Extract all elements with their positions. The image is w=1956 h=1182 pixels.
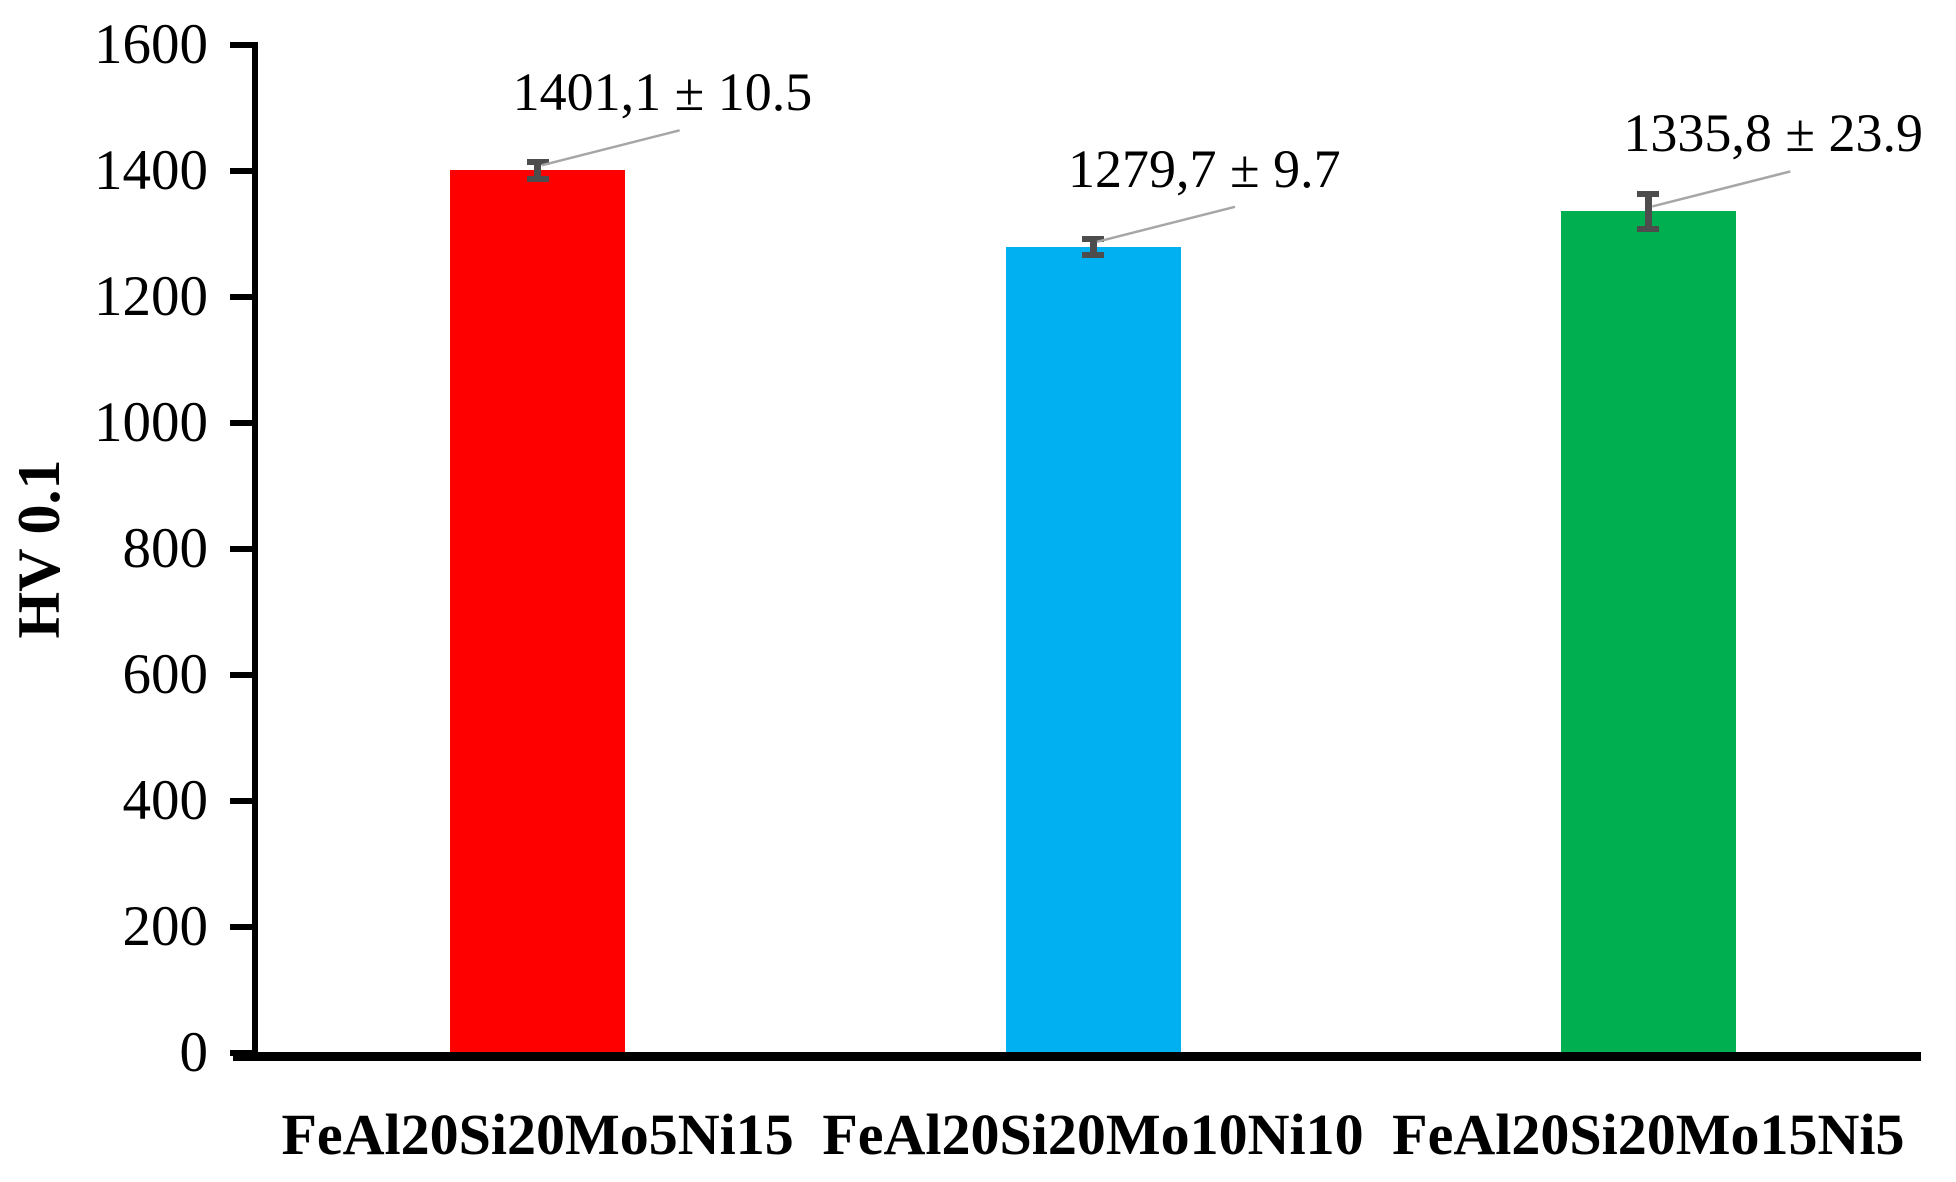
- leader-line-2: [1652, 170, 1791, 208]
- category-label-0: FeAl20Si20Mo5Ni15: [281, 1102, 794, 1167]
- error-bar-2-cap-bottom: [1637, 225, 1660, 232]
- y-tick-label-4: 800: [122, 517, 209, 580]
- y-axis-tick-5: [230, 420, 258, 426]
- y-axis-title: HV 0.1: [6, 459, 72, 639]
- y-axis-tick-8: [230, 42, 258, 48]
- bar-0: [450, 170, 626, 1053]
- error-bar-2-stem: [1644, 196, 1652, 227]
- category-label-2: FeAl20Si20Mo15Ni5: [1392, 1102, 1905, 1167]
- y-tick-label-5: 1000: [94, 391, 208, 454]
- y-tick-label-8: 1600: [94, 13, 208, 76]
- error-bar-1-cap-top: [1082, 235, 1104, 242]
- y-tick-label-3: 600: [122, 643, 209, 706]
- error-bar-0-cap-top: [526, 158, 549, 165]
- y-axis-tick-2: [230, 798, 258, 804]
- y-axis-tick-4: [230, 546, 258, 552]
- category-label-1: FeAl20Si20Mo10Ni10: [822, 1102, 1364, 1167]
- data-label-2: 1335,8 ± 23.9: [1623, 103, 1923, 164]
- bar-1: [1005, 246, 1181, 1053]
- bar-2: [1560, 211, 1736, 1053]
- error-bar-1-cap-bottom: [1082, 251, 1104, 258]
- y-tick-label-0: 0: [179, 1021, 209, 1084]
- data-label-1: 1279,7 ± 9.7: [1068, 138, 1341, 199]
- error-bar-2-cap-top: [1637, 191, 1660, 198]
- y-tick-label-2: 400: [122, 769, 209, 832]
- y-axis-tick-7: [230, 168, 258, 174]
- y-tick-label-6: 1200: [94, 265, 208, 328]
- error-bar-1-stem: [1089, 240, 1097, 253]
- x-axis-line: [233, 1052, 1921, 1061]
- y-axis-tick-1: [230, 924, 258, 930]
- data-label-0: 1401,1 ± 10.5: [512, 62, 813, 123]
- y-tick-label-7: 1400: [94, 139, 208, 202]
- y-axis-tick-6: [230, 294, 258, 300]
- error-bar-0-stem: [534, 163, 542, 177]
- leader-line-0: [541, 129, 680, 167]
- error-bar-0-cap-bottom: [526, 175, 549, 182]
- leader-line-1: [1096, 205, 1236, 244]
- y-axis-line: [252, 42, 258, 1061]
- y-tick-label-1: 200: [122, 895, 209, 958]
- y-axis-tick-3: [230, 672, 258, 678]
